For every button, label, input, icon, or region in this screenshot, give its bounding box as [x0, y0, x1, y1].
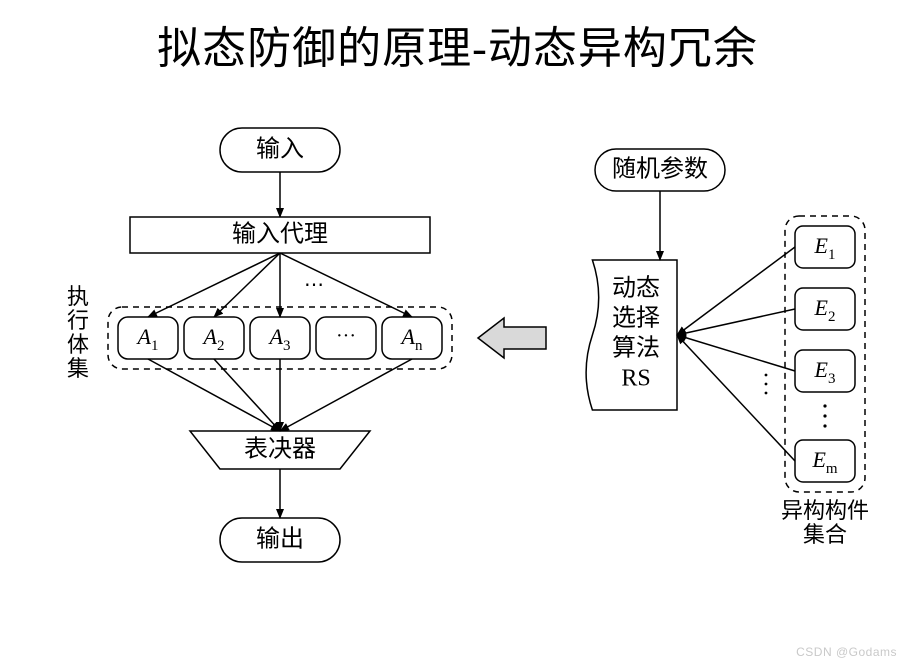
svg-text:⋯: ⋯ — [304, 274, 324, 296]
svg-text:算法: 算法 — [612, 335, 660, 362]
svg-text:随机参数: 随机参数 — [612, 156, 708, 183]
executor-3: ··· — [316, 317, 376, 359]
svg-text:体: 体 — [67, 332, 89, 357]
svg-text:···: ··· — [336, 325, 356, 347]
node-random-params: 随机参数 — [595, 149, 725, 191]
svg-text:选择: 选择 — [612, 305, 660, 332]
watermark: CSDN @Godams — [796, 645, 897, 659]
node-input: 输入 — [220, 128, 340, 172]
pool-item-1: E2 — [795, 288, 855, 330]
svg-text:集: 集 — [67, 356, 89, 381]
svg-text:表决器: 表决器 — [244, 436, 316, 463]
svg-text:行: 行 — [67, 308, 89, 333]
executor-0: A1 — [118, 317, 178, 359]
pool-item-0: E1 — [795, 226, 855, 268]
executor-1: A2 — [184, 317, 244, 359]
node-selector: 动态选择算法 RS — [586, 260, 677, 410]
diagram-svg: 输入输入代理 A1A2A3 ··· An ⋯ 执行体集表决器输出 随机参数动态选择算法 RS E… — [0, 0, 915, 669]
svg-text:RS: RS — [621, 366, 650, 392]
executor-2: A3 — [250, 317, 310, 359]
svg-text:动态: 动态 — [612, 275, 660, 302]
node-output: 输出 — [220, 518, 340, 562]
pool-item-3: Em — [795, 440, 855, 482]
svg-text:异构构件: 异构构件 — [781, 498, 869, 523]
svg-text:输入: 输入 — [256, 136, 304, 163]
pool-item-2: E3 — [795, 350, 855, 392]
svg-text:集合: 集合 — [803, 522, 847, 547]
svg-text:输出: 输出 — [256, 526, 304, 553]
svg-text:执: 执 — [67, 284, 89, 309]
executor-4: An — [382, 317, 442, 359]
svg-text:输入代理: 输入代理 — [232, 221, 328, 248]
big-arrow — [478, 318, 546, 358]
node-input-proxy: 输入代理 — [130, 217, 430, 253]
node-voter: 表决器 — [190, 431, 370, 469]
